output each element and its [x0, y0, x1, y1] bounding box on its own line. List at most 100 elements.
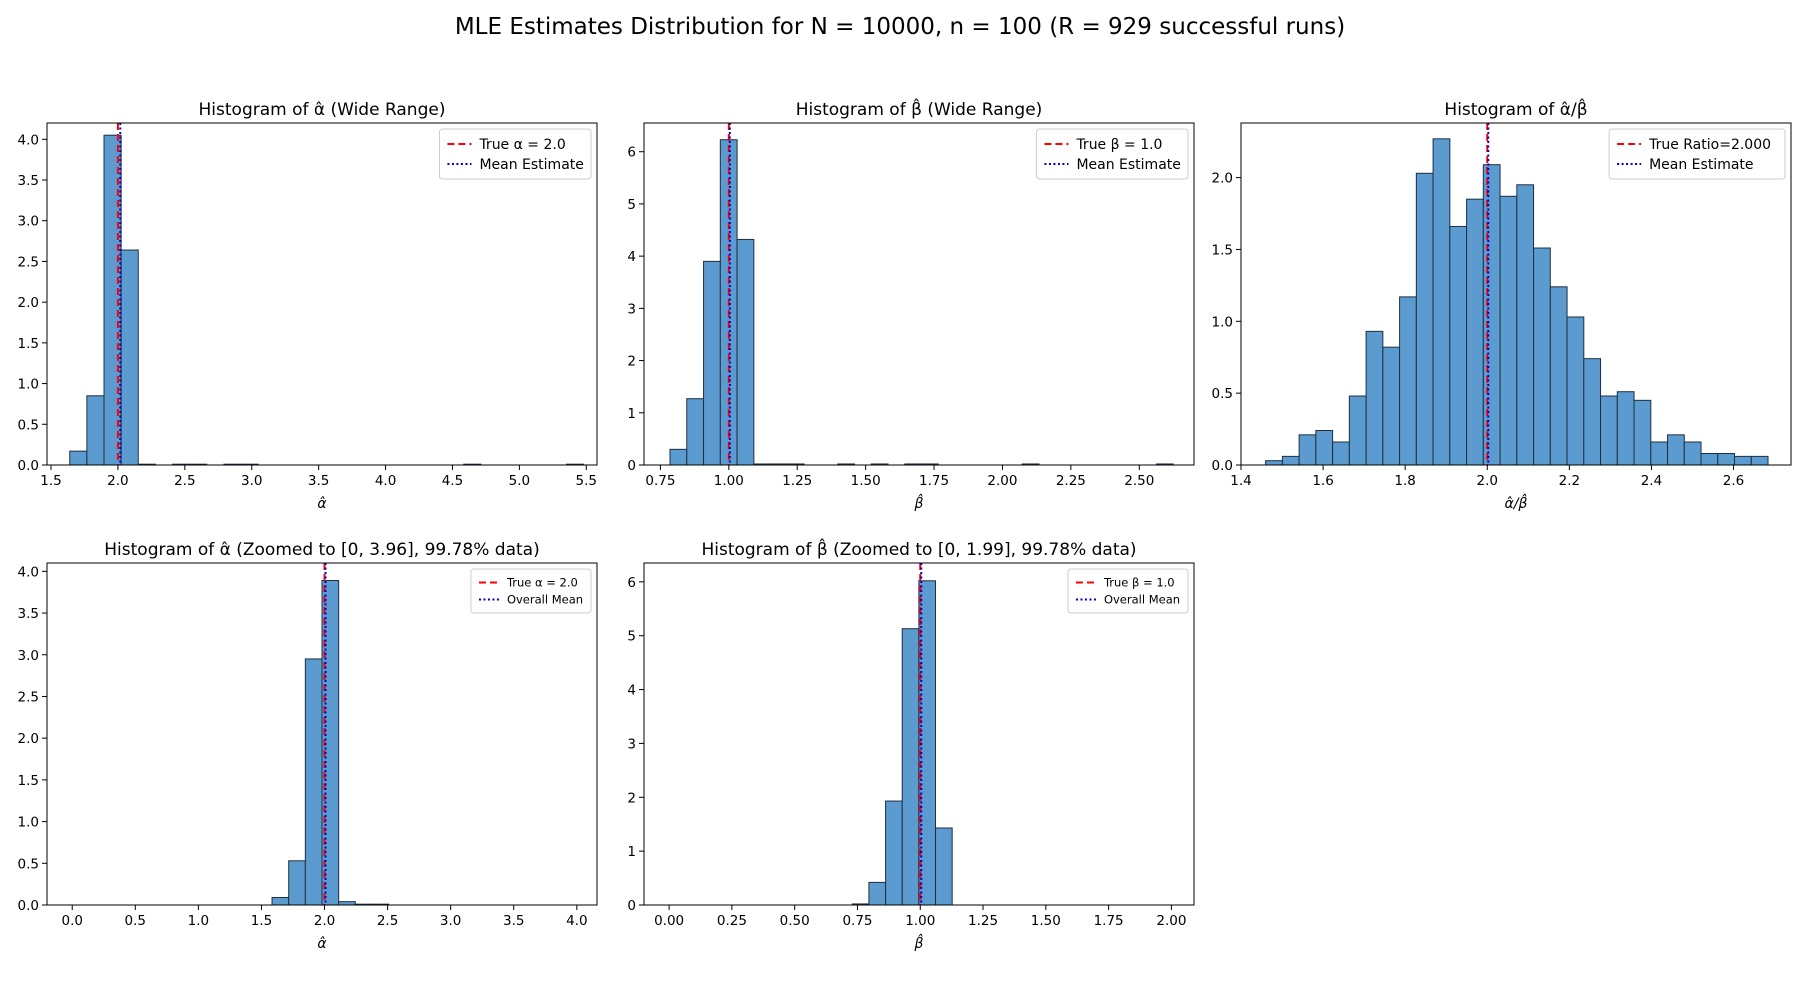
histogram-bar — [1281, 455, 1300, 466]
histogram-bar — [86, 395, 105, 466]
histogram-bar — [1315, 430, 1334, 466]
y-tick-label: 2.0 — [18, 295, 39, 311]
y-tick-label: 6 — [627, 575, 636, 591]
x-tick-label: 3.0 — [241, 473, 262, 489]
y-tick-label: 0.5 — [1212, 386, 1233, 402]
x-tick-label: 1.6 — [1312, 473, 1333, 489]
x-tick-label: 1.50 — [851, 473, 881, 489]
y-tick-label: 0.0 — [18, 458, 39, 474]
y-tick-label: 5 — [627, 629, 636, 645]
x-tick-label: 1.50 — [1031, 913, 1061, 929]
histogram-bar — [1600, 395, 1618, 466]
y-tick-label: 0 — [627, 898, 636, 914]
x-tick-label: 2.5 — [377, 913, 398, 929]
histogram-bar — [69, 450, 88, 466]
axes-frame — [1240, 122, 1792, 466]
x-tick-label: 1.75 — [1094, 913, 1124, 929]
histogram-bar — [1265, 460, 1283, 466]
x-tick-label: 2.0 — [107, 473, 128, 489]
histogram-bar — [304, 658, 323, 906]
legend-true-label: True Ratio=2.000 — [1648, 137, 1771, 153]
y-tick-label: 1 — [627, 844, 636, 860]
y-tick-label: 2.5 — [18, 689, 39, 705]
x-tick-label: 1.00 — [714, 473, 744, 489]
legend-box — [1035, 128, 1189, 180]
y-tick-label: 3.5 — [18, 606, 39, 622]
x-tick-label: 2.2 — [1559, 473, 1580, 489]
legend-true-label: True α = 2.0 — [506, 576, 578, 590]
y-tick-label: 2 — [627, 354, 636, 370]
legend-mean-label: Mean Estimate — [479, 157, 583, 173]
axes-frame — [643, 122, 1195, 466]
x-axis-label: α̂/β̂ — [1505, 493, 1528, 512]
x-tick-label: 1.5 — [40, 473, 61, 489]
histogram-panel-1: 1.5 2.0 2.5 3.0 3.5 4.0 4.5 5.0 5.5 0.0 0.5 1.0 1.5 2… — [18, 100, 598, 512]
x-tick-label: 0.75 — [645, 473, 675, 489]
legend-true-label: True β = 1.0 — [1075, 137, 1162, 153]
y-tick-label: 0.5 — [18, 417, 39, 433]
legend: True β = 1.0 Overall Mean — [1067, 568, 1189, 614]
x-axis-label: β̂ — [914, 493, 924, 512]
x-axis-label: β̂ — [914, 933, 924, 952]
figure-title: MLE Estimates Distribution for N = 10000… — [454, 14, 1346, 40]
x-tick-label: 2.5 — [174, 473, 195, 489]
histogram-bar — [1298, 434, 1317, 466]
y-tick-label: 3.5 — [18, 173, 39, 189]
histogram-bar — [120, 249, 139, 466]
histogram-bar — [1482, 164, 1501, 466]
legend: True α = 2.0 Overall Mean — [470, 568, 592, 614]
histogram-bar — [1516, 184, 1535, 466]
x-tick-label: 2.00 — [987, 473, 1017, 489]
panel-title: Histogram of α̂ (Wide Range) — [199, 100, 446, 120]
y-tick-label: 5 — [627, 197, 636, 213]
x-tick-label: 5.5 — [576, 473, 597, 489]
x-tick-label: 2.0 — [314, 913, 335, 929]
x-axis-label: α̂ — [317, 496, 327, 512]
x-tick-label: 5.0 — [509, 473, 530, 489]
legend-box — [1067, 568, 1189, 614]
panel-title: Histogram of β̂ (Zoomed to [0, 1.99], 99… — [701, 537, 1136, 560]
histogram-bar — [338, 901, 356, 906]
y-tick-label: 1.5 — [18, 773, 39, 789]
histogram-panel-2: 0.75 1.00 1.25 1.50 1.75 2.00 2.25 2.50 0 1 2 3 4 5 6 β… — [627, 97, 1195, 512]
y-tick-label: 4.0 — [18, 564, 39, 580]
x-tick-label: 1.00 — [905, 913, 935, 929]
y-tick-label: 2.0 — [18, 731, 39, 747]
y-tick-label: 3.0 — [18, 648, 39, 664]
x-tick-label: 2.25 — [1056, 473, 1086, 489]
y-tick-label: 0.0 — [1212, 458, 1233, 474]
legend-mean-label: Mean Estimate — [1076, 157, 1180, 173]
y-tick-label: 0 — [627, 458, 636, 474]
y-tick-label: 4 — [627, 683, 636, 699]
histogram-bar — [1633, 399, 1652, 466]
y-tick-label: 4 — [627, 249, 636, 265]
histogram-bar — [1616, 391, 1635, 466]
histogram-bar — [868, 881, 887, 906]
x-tick-label: 2.0 — [1477, 473, 1498, 489]
histogram-bar — [1583, 358, 1602, 466]
legend-box — [470, 568, 592, 614]
y-tick-label: 6 — [627, 145, 636, 161]
histogram-bar — [1700, 453, 1719, 466]
histogram-bar — [1499, 195, 1518, 466]
histogram-bar — [1332, 441, 1350, 466]
histogram-bar — [1667, 434, 1685, 466]
y-tick-label: 1.0 — [18, 377, 39, 393]
histogram-bar — [686, 398, 705, 466]
y-tick-label: 4.0 — [18, 132, 39, 148]
histogram-bar — [1415, 172, 1434, 466]
histogram-bar — [1533, 247, 1551, 466]
y-tick-label: 1.0 — [18, 815, 39, 831]
legend-true-label: True α = 2.0 — [478, 137, 565, 153]
histogram-bar — [1348, 395, 1367, 466]
histogram-bar — [1466, 198, 1484, 466]
histogram-bar — [1449, 225, 1468, 466]
axes-frame — [46, 562, 598, 906]
y-tick-label: 1 — [627, 406, 636, 422]
y-tick-label: 2.0 — [1212, 171, 1233, 187]
x-tick-label: 3.0 — [440, 913, 461, 929]
x-tick-label: 1.25 — [968, 913, 998, 929]
x-axis-label: α̂ — [317, 936, 327, 952]
histogram-bar — [288, 860, 306, 906]
